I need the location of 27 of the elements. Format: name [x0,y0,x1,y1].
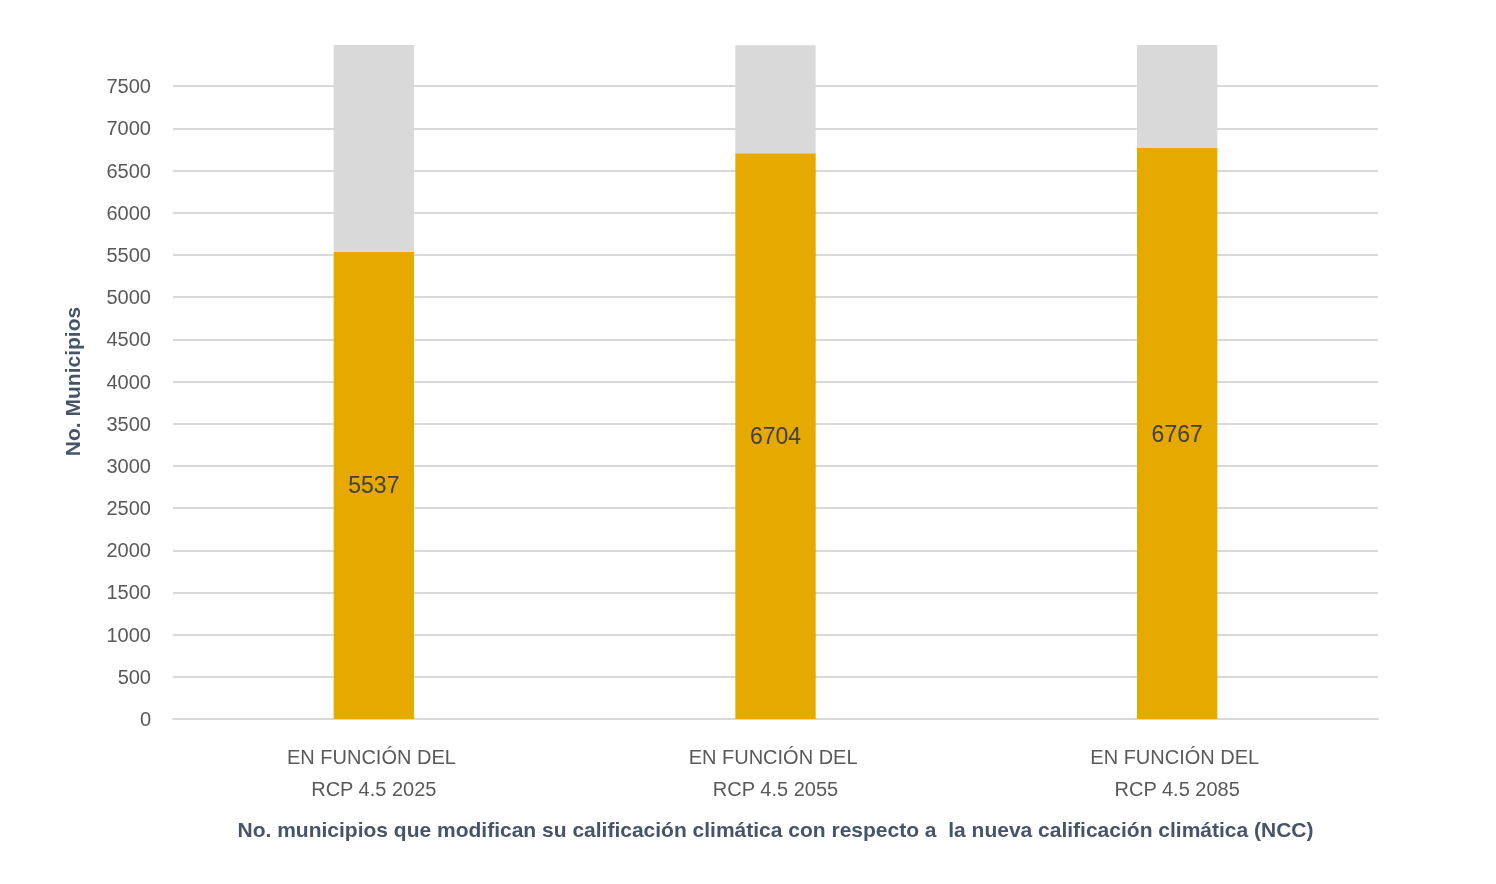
y-tick-label: 6500 [106,159,151,182]
data-label: 6704 [749,423,802,450]
y-tick-label: 3500 [106,412,151,435]
bar [333,251,414,719]
y-tick-label: 1000 [106,623,151,646]
x-tick-label: EN FUNCIÓN DEL RCP 4.5 2085 [1090,746,1265,800]
data-label: 5537 [348,472,400,499]
x-tick-label: EN FUNCIÓN DEL RCP 4.5 2055 [688,746,863,800]
bar [1137,148,1218,719]
x-tick-label: EN FUNCIÓN DEL RCP 4.5 2025 [286,746,461,800]
data-label: 6767 [1151,420,1203,447]
y-tick-label: 4500 [106,328,151,351]
y-tick-label: 4000 [106,370,151,393]
y-tick-label: 7500 [106,75,151,98]
y-tick-label: 1500 [106,581,151,604]
y-tick-label: 5500 [106,243,151,266]
x-axis-title: No. municipios que modifican su calificación climática con respecto a la nueva calificación climática (NCC) [237,818,1314,841]
y-tick-label: 500 [117,665,151,688]
y-tick-label: 2000 [106,539,151,562]
y-tick-label: 6000 [106,201,151,224]
y-tick-label: 5000 [106,286,151,309]
y-tick-label: 0 [139,708,151,730]
y-tick-label: 7000 [106,117,151,140]
y-tick-label: 2500 [106,497,151,520]
y-axis-title: No. Municipios [61,306,84,457]
bar [735,153,816,719]
y-tick-label: 3000 [106,454,151,477]
